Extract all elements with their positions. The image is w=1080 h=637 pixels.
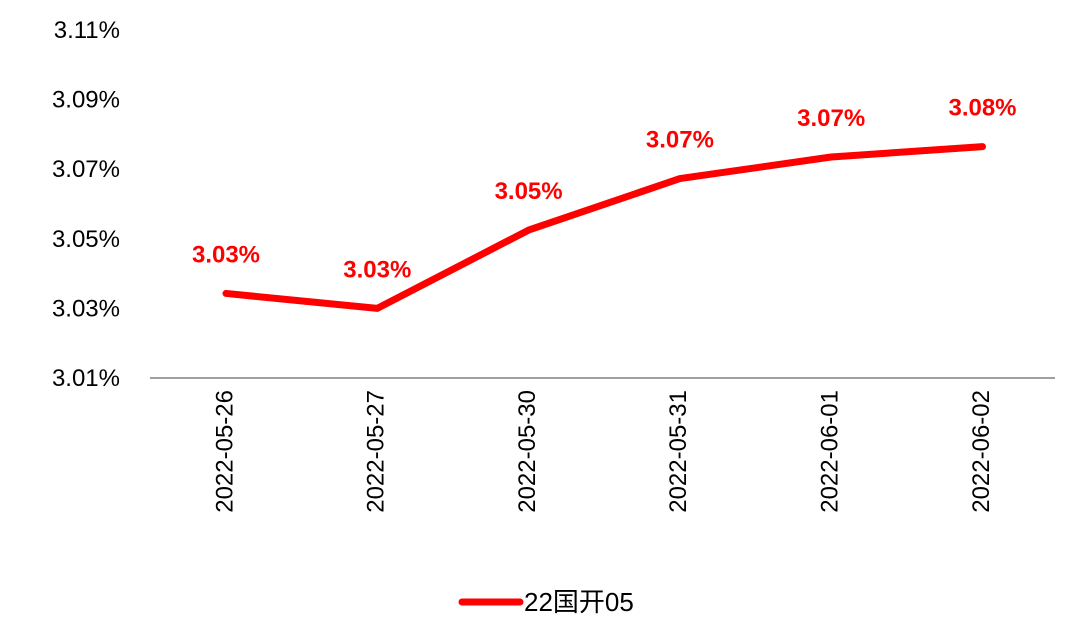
y-axis-ticks: 3.01% 3.03% 3.05% 3.07% 3.09% 3.11% (52, 17, 120, 392)
series-line-22guokai05 (222, 143, 986, 312)
y-tick-label: 3.09% (52, 87, 120, 114)
data-label: 3.03% (192, 241, 260, 268)
x-tick-label: 2022-05-26 (211, 390, 238, 513)
data-label: 3.07% (797, 105, 865, 132)
legend-label-22guokai05: 22国开05 (524, 587, 634, 617)
x-tick-label: 2022-06-02 (968, 390, 995, 513)
data-label: 3.05% (495, 178, 563, 205)
data-labels: 3.03% 3.03% 3.05% 3.07% 3.07% 3.08% (192, 95, 1017, 284)
y-tick-label: 3.01% (52, 365, 120, 392)
x-tick-label: 2022-05-27 (363, 390, 390, 513)
legend: 22国开05 (458, 587, 634, 617)
x-tick-label: 2022-06-01 (817, 390, 844, 513)
y-tick-label: 3.07% (52, 156, 120, 183)
data-label: 3.07% (646, 127, 714, 154)
x-tick-label: 2022-05-30 (514, 390, 541, 513)
data-label: 3.08% (948, 95, 1016, 122)
x-axis-ticks: 2022-05-26 2022-05-27 2022-05-30 2022-05-31… (211, 390, 995, 513)
y-tick-label: 3.11% (54, 17, 120, 44)
y-tick-label: 3.03% (52, 295, 120, 322)
y-tick-label: 3.05% (52, 226, 120, 253)
data-label: 3.03% (343, 256, 411, 283)
x-tick-label: 2022-05-31 (665, 390, 692, 513)
